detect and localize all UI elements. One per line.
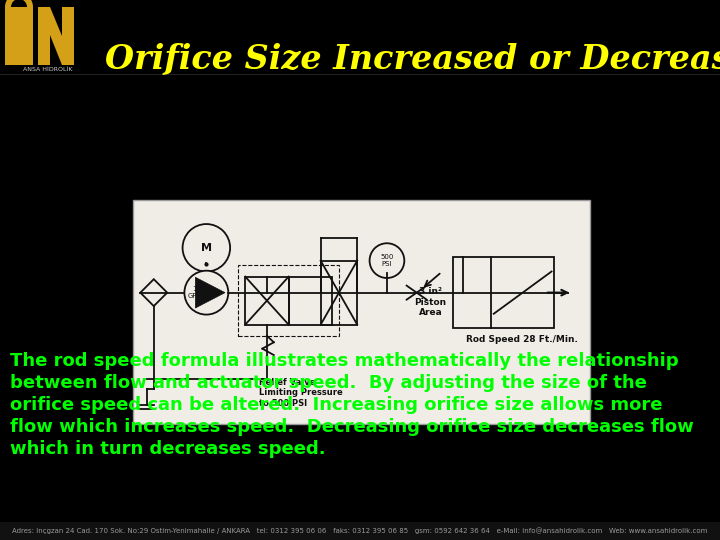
Text: between flow and actuator speed.  By adjusting the size of the: between flow and actuator speed. By adju… xyxy=(10,374,647,392)
Polygon shape xyxy=(195,277,225,308)
Bar xyxy=(289,276,332,325)
Text: 3 in²
Piston
Area: 3 in² Piston Area xyxy=(414,287,446,317)
Bar xyxy=(38,7,50,65)
Bar xyxy=(246,276,289,325)
Circle shape xyxy=(183,224,230,272)
Text: which in turn decreases speed.: which in turn decreases speed. xyxy=(10,440,325,458)
Bar xyxy=(5,7,33,65)
Bar xyxy=(133,200,590,424)
Text: flow which increases speed.  Decreasing orifice size decreases flow: flow which increases speed. Decreasing o… xyxy=(10,418,694,436)
Text: Orifice Size Increased or Decreased: Orifice Size Increased or Decreased xyxy=(105,42,720,75)
Text: Rod Speed 28 Ft./Min.: Rod Speed 28 Ft./Min. xyxy=(466,335,577,343)
Bar xyxy=(454,258,554,328)
Text: 1
GPM: 1 GPM xyxy=(187,286,202,299)
Text: orifice speed can be altered.  Increasing orifice size allows more: orifice speed can be altered. Increasing… xyxy=(10,396,662,414)
Text: M: M xyxy=(201,243,212,253)
Text: ANSA HİDROLİK: ANSA HİDROLİK xyxy=(23,67,73,72)
Circle shape xyxy=(369,243,405,278)
Bar xyxy=(238,266,339,336)
Bar xyxy=(0,0,100,73)
Wedge shape xyxy=(11,0,27,7)
Text: Adres: Inçgzan 24 Cad. 170 Sok. No:29 Ostim-Yenimahalle / ANKARA   tel: 0312 395: Adres: Inçgzan 24 Cad. 170 Sok. No:29 Os… xyxy=(12,528,708,535)
Circle shape xyxy=(184,271,228,315)
Bar xyxy=(0,522,720,540)
Text: The rod speed formula illustrates mathematically the relationship: The rod speed formula illustrates mathem… xyxy=(10,352,679,370)
Text: PSI: PSI xyxy=(382,261,392,267)
Bar xyxy=(320,261,357,325)
Bar xyxy=(62,7,74,65)
Wedge shape xyxy=(5,0,33,7)
Text: Relief Valve
Limiting Pressure
to 500 PSI: Relief Valve Limiting Pressure to 500 PS… xyxy=(259,378,343,408)
Polygon shape xyxy=(50,7,74,65)
Text: 500: 500 xyxy=(380,254,394,260)
